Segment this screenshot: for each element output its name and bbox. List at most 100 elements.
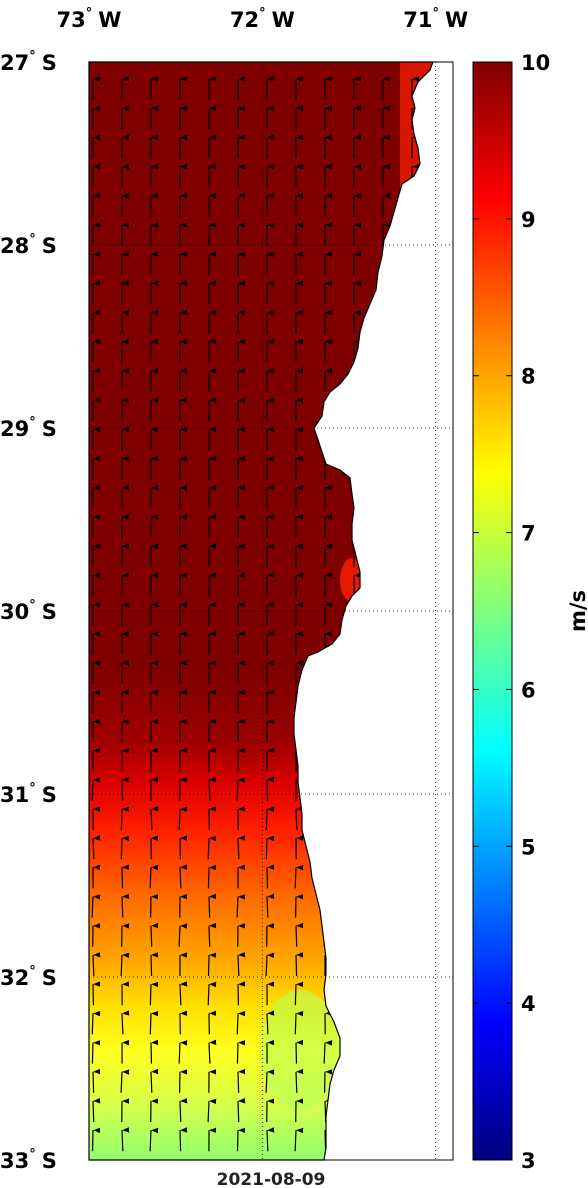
longitude-label: 71° W bbox=[403, 6, 468, 32]
wind-vector-arrow bbox=[236, 1010, 246, 1035]
longitude-degree: 73 bbox=[57, 8, 86, 32]
colorbar-tick-label: 3 bbox=[521, 1149, 536, 1173]
wind-vector-arrow bbox=[121, 864, 130, 889]
colorbar-tick-label: 7 bbox=[521, 522, 536, 546]
wind-vector-arrow bbox=[179, 864, 188, 889]
latitude-label: 33° S bbox=[0, 1147, 57, 1173]
latitude-hemisphere: S bbox=[42, 1149, 57, 1173]
wind-vector-arrow bbox=[91, 1010, 101, 1035]
colorbar-tick-label: 8 bbox=[521, 365, 536, 389]
latitude-label: 28° S bbox=[0, 232, 57, 258]
low-speed-pocket bbox=[260, 990, 340, 1110]
wind-vector-arrow bbox=[149, 864, 159, 889]
wind-vector-arrow bbox=[208, 922, 217, 947]
latitude-degree: 28 bbox=[0, 234, 29, 258]
wind-vector-arrow bbox=[237, 835, 246, 860]
wind-vector-arrow bbox=[178, 806, 188, 831]
date-label: 2021-08-09 bbox=[217, 1170, 326, 1188]
wind-vector-arrow bbox=[294, 1010, 304, 1035]
wind-vector-arrow bbox=[149, 981, 159, 1006]
latitude-hemisphere: S bbox=[42, 234, 57, 258]
high-speed-tongue bbox=[170, 550, 330, 850]
wind-vector-arrow bbox=[121, 776, 130, 801]
colorbar: 3 4 5 6 7 8 9 10 m/s bbox=[472, 51, 588, 1173]
map-frame-border bbox=[88, 61, 454, 1161]
wind-vector-arrow bbox=[150, 1068, 159, 1093]
wind-vector-arrow bbox=[265, 835, 275, 860]
latitude-label: 30° S bbox=[0, 598, 57, 624]
wind-vector-arrow bbox=[295, 952, 304, 977]
longitude-hemisphere: W bbox=[445, 8, 468, 32]
latitude-hemisphere: S bbox=[42, 600, 57, 624]
wind-vector-arrow bbox=[236, 1040, 246, 1064]
wind-vector-arrow bbox=[121, 893, 130, 918]
degree-symbol: ° bbox=[432, 6, 439, 21]
longitude-labels: 73° W 72° W 71° W bbox=[57, 6, 469, 32]
colorbar-ticks: 3 4 5 6 7 8 9 10 bbox=[473, 51, 550, 1173]
wind-vector-arrow bbox=[237, 1098, 246, 1123]
latitude-degree: 30 bbox=[0, 600, 29, 624]
degree-symbol: ° bbox=[29, 598, 36, 613]
wind-vector-arrow bbox=[295, 805, 304, 831]
degree-symbol: ° bbox=[259, 6, 266, 21]
colorbar-tick-label: 5 bbox=[521, 835, 536, 859]
wind-vector-arrow bbox=[92, 835, 101, 860]
wind-vector-arrow bbox=[295, 922, 304, 947]
wind-vector-arrow bbox=[178, 777, 188, 801]
wind-vector-arrow bbox=[265, 806, 275, 831]
latitude-labels: 27° S28° S29° S30° S31° S32° S33° S bbox=[0, 49, 57, 1173]
wind-vector-arrow bbox=[150, 922, 159, 947]
wind-vector-arrow bbox=[208, 1039, 217, 1064]
wind-vector-arrow bbox=[120, 806, 130, 831]
wind-vector-arrow bbox=[179, 981, 188, 1006]
wind-vector-arrow bbox=[120, 835, 130, 860]
wind-vector-arrow bbox=[92, 1068, 101, 1093]
wind-vector-arrow bbox=[266, 864, 275, 889]
latitude-degree: 33 bbox=[0, 1149, 29, 1173]
latitude-label: 27° S bbox=[0, 49, 57, 75]
wind-vector-arrow bbox=[92, 952, 101, 977]
latitude-degree: 31 bbox=[0, 783, 29, 807]
wind-vector-arrow bbox=[323, 1040, 333, 1064]
latitude-degree: 29 bbox=[0, 417, 29, 441]
wind-vector-arrow bbox=[294, 864, 304, 889]
wind-vector-arrow bbox=[266, 1127, 275, 1152]
wind-vector-arrow bbox=[207, 981, 217, 1006]
longitude-hemisphere: W bbox=[272, 8, 295, 32]
latitude-hemisphere: S bbox=[42, 966, 57, 990]
wind-vector-arrow bbox=[236, 894, 246, 918]
wind-vector-arrow bbox=[237, 952, 246, 977]
wind-vector-arrow bbox=[121, 1127, 130, 1152]
colorbar-tick-label: 4 bbox=[521, 992, 536, 1016]
wind-vector-arrow bbox=[120, 952, 130, 977]
longitude-label: 72° W bbox=[230, 6, 295, 32]
wind-vector-arrow bbox=[294, 1127, 304, 1152]
wind-vector-arrow bbox=[92, 1098, 101, 1123]
wind-vector-arrow bbox=[237, 1068, 246, 1093]
wind-vector-arrow bbox=[295, 1068, 304, 1093]
degree-symbol: ° bbox=[29, 415, 36, 430]
wind-vector-arrow bbox=[324, 1127, 333, 1152]
latitude-label: 29° S bbox=[0, 415, 57, 441]
degree-symbol: ° bbox=[29, 1147, 36, 1162]
wind-vector-arrow bbox=[120, 1069, 130, 1093]
colorbar-tick-label: 10 bbox=[521, 51, 550, 75]
colorbar-tick-label: 6 bbox=[521, 678, 536, 702]
degree-symbol: ° bbox=[29, 964, 36, 979]
wind-vector-arrow bbox=[150, 805, 159, 831]
wind-vector-arrow bbox=[149, 1127, 159, 1152]
degree-symbol: ° bbox=[29, 232, 36, 247]
wind-vector-arrow bbox=[179, 1098, 188, 1123]
wind-vector-arrow bbox=[236, 777, 246, 801]
wind-vector-arrow bbox=[91, 1040, 101, 1064]
longitude-hemisphere: W bbox=[98, 8, 121, 32]
latitude-label: 31° S bbox=[0, 781, 57, 807]
wind-vector-arrow bbox=[266, 776, 275, 801]
wind-vector-arrow bbox=[294, 981, 304, 1006]
wind-vector-arrow bbox=[207, 1098, 217, 1123]
wind-vector-arrow bbox=[179, 1127, 188, 1152]
latitude-degree: 27 bbox=[0, 51, 29, 75]
wind-vector-arrow bbox=[324, 1098, 333, 1123]
degree-symbol: ° bbox=[29, 49, 36, 64]
